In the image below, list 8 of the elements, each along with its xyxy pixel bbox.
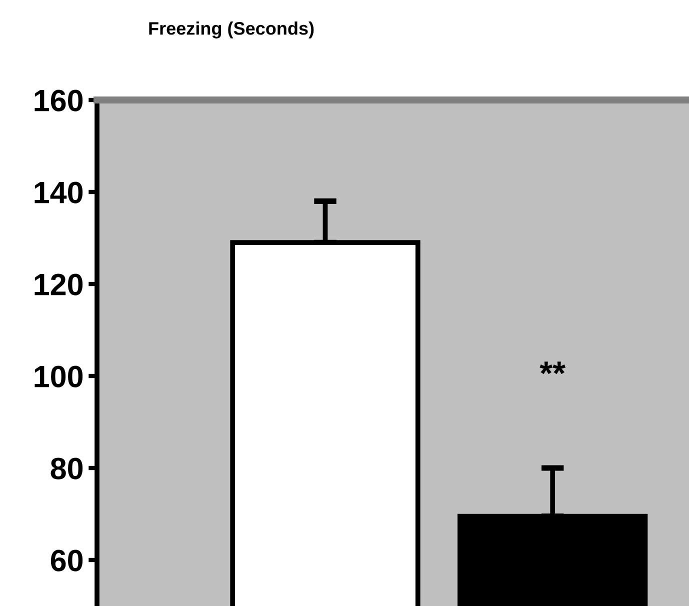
y-tick-label: 140 bbox=[34, 182, 83, 204]
chart-title: Freezing (Seconds) bbox=[149, 22, 314, 38]
y-tick-label: 100 bbox=[34, 366, 83, 388]
y-tick-label: 80 bbox=[50, 458, 83, 480]
annotation: ** bbox=[540, 362, 566, 374]
y-tick-label: 120 bbox=[34, 274, 83, 296]
y-tick-label: 60 bbox=[50, 550, 83, 572]
y-tick-label: 160 bbox=[34, 90, 83, 112]
